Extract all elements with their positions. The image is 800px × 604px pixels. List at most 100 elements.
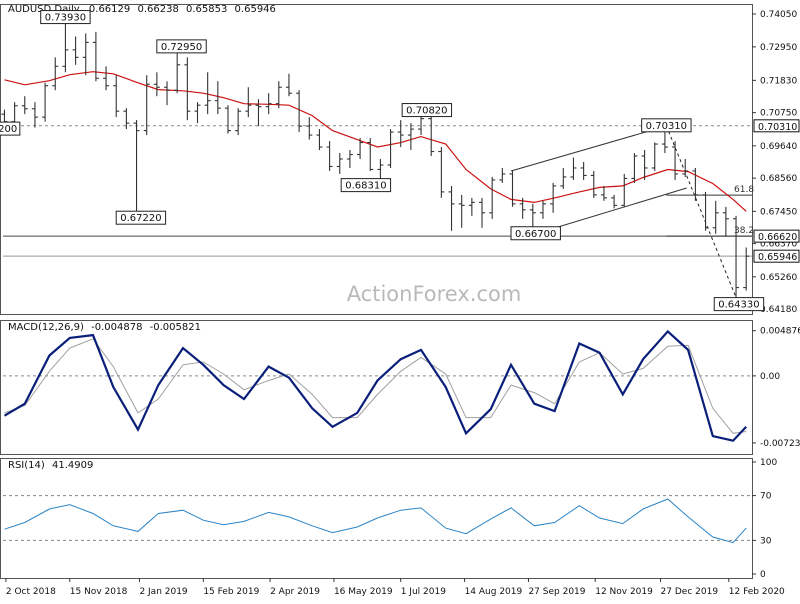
x-tick-label: 27 Sep 2019 <box>528 587 585 597</box>
rsi-header: RSI(14) 41.4909 <box>8 460 93 471</box>
ohlc-bar <box>245 87 251 117</box>
price-callout-label: 0.70310 <box>646 121 687 132</box>
ohlc-bar <box>306 117 312 139</box>
support-tag-text: 0.66620 <box>758 232 797 243</box>
ohlc-bar <box>428 116 434 156</box>
ohlc-bar <box>32 102 38 127</box>
ohlc-bar <box>235 108 241 135</box>
price-panel: AUDUSD Daily 0.66129 0.66238 0.65853 0.6… <box>0 4 799 315</box>
x-tick-label: 14 Aug 2019 <box>465 587 523 597</box>
ohlc-bar <box>591 171 597 198</box>
ohlc-bar <box>367 138 373 171</box>
ohlc-bar <box>184 57 190 120</box>
price-ytick-label: 0.67450 <box>760 207 797 217</box>
ohlc-bar <box>113 75 119 117</box>
ohlc-bar <box>408 123 414 150</box>
ohlc-bar <box>713 201 719 234</box>
rsi-line <box>5 499 747 543</box>
macd-ytick-label: 0.00 <box>760 372 780 382</box>
fib-projection-line <box>666 126 739 305</box>
ohlc-bar <box>73 36 79 64</box>
rsi-ytick-label: 0 <box>760 570 766 580</box>
watermark-text: ActionForex.com <box>347 282 522 306</box>
ohlc-bar <box>225 105 231 133</box>
macd-ytick-label: 0.004876 <box>760 327 800 337</box>
ohlc-bar <box>438 147 444 198</box>
ohlc-bar <box>276 81 282 108</box>
resistance-tag-text: 0.70310 <box>758 122 797 133</box>
ohlc-bar <box>388 129 394 168</box>
price-ytick-label: 0.69640 <box>760 142 797 152</box>
x-tick-label: 1 Jul 2019 <box>401 587 446 597</box>
ohlc-bar <box>93 32 99 81</box>
ohlc-bar <box>347 150 353 168</box>
macd-header: MACD(12,26,9) -0.004878 -0.005821 <box>8 322 201 333</box>
price-callout-label: 0.64330 <box>718 300 759 311</box>
price-callout-label: 0.68310 <box>345 181 386 192</box>
price-ytick-label: 0.70750 <box>760 109 797 119</box>
price-callout-label: 0.72950 <box>161 42 202 53</box>
price-ytick-label: 0.65260 <box>760 273 797 283</box>
ohlc-bar <box>631 153 637 183</box>
price-ytick-label: 0.74050 <box>760 10 797 20</box>
price-ytick-label: 0.68560 <box>760 174 797 184</box>
ohlc-bar <box>611 195 617 208</box>
price-ytick-label: 0.71830 <box>760 76 797 86</box>
price-callout-label: 0.66700 <box>515 229 556 240</box>
x-tick-label: 2 Jan 2019 <box>139 587 187 597</box>
ohlc-bar <box>540 201 546 219</box>
x-tick-label: 12 Nov 2019 <box>595 587 653 597</box>
ohlc-bar <box>62 18 68 73</box>
ohlc-bar <box>682 159 688 177</box>
price-callout: 0.73930 <box>41 11 90 24</box>
rsi-ytick-label: 30 <box>760 536 772 546</box>
price-callout: 0.64330 <box>714 298 763 311</box>
price-callout-label: 0.70820 <box>406 106 447 117</box>
price-panel-frame <box>1 5 753 315</box>
x-tick-label: 15 Feb 2019 <box>203 587 259 597</box>
x-tick-label: 2 Apr 2019 <box>270 587 320 597</box>
ohlc-bar <box>316 129 322 150</box>
macd-line <box>5 331 747 440</box>
ohlc-bar <box>723 207 729 237</box>
price-callout: 0.67220 <box>116 211 165 224</box>
price-ytick-label: 0.72950 <box>760 43 797 53</box>
price-callout: 0.66700 <box>511 227 560 240</box>
ohlc-bar <box>509 171 515 207</box>
ohlc-bar <box>174 47 180 93</box>
ohlc-bar <box>83 33 89 75</box>
rsi-ytick-label: 100 <box>760 458 777 468</box>
price-callout-label: 0.73930 <box>45 13 86 24</box>
ohlc-bar <box>459 195 465 228</box>
ohlc-bar <box>703 192 709 231</box>
fib-label: 61.8 <box>734 185 754 195</box>
ohlc-bar <box>621 174 627 207</box>
ohlc-bar <box>692 168 698 201</box>
ohlc-bar <box>469 198 475 216</box>
ohlc-bar <box>489 177 495 219</box>
ohlc-bar <box>327 141 333 171</box>
ohlc-bar <box>560 168 566 189</box>
ohlc-bar <box>672 141 678 180</box>
macd-ytick-label: -0.007232 <box>760 439 800 449</box>
ohlc-bar <box>255 99 261 126</box>
ohlc-bar <box>42 83 48 122</box>
price-callout: 0.70820 <box>402 104 451 117</box>
x-tick-label: 27 Dec 2019 <box>661 587 719 597</box>
ohlc-bar <box>286 74 292 96</box>
ohlc-bar <box>499 168 505 183</box>
ohlc-bar <box>570 158 576 180</box>
ohlc-bar <box>164 81 170 105</box>
ohlc-bar <box>195 102 201 123</box>
ohlc-bar <box>52 57 58 90</box>
watermark: ActionForex.com <box>347 282 522 306</box>
resistance-tag: 0.70310 <box>754 120 799 133</box>
macd-panel: MACD(12,26,9) -0.004878 -0.005821 0.0048… <box>1 321 800 455</box>
price-callout: 0.72950 <box>157 40 206 53</box>
ohlc-bar <box>103 66 109 90</box>
x-tick-label: 16 May 2019 <box>334 587 393 597</box>
